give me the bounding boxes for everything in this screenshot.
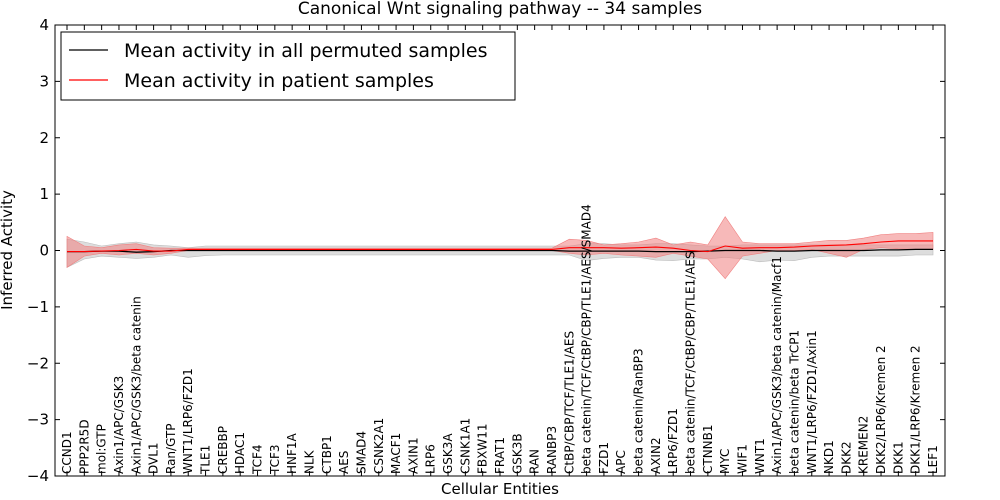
series-line-permuted xyxy=(67,248,933,253)
x-tick-label: CCND1 xyxy=(60,431,74,474)
x-tick-label: WNT1/LRP6/FZD1/Axin1 xyxy=(805,330,819,474)
y-axis-label: Inferred Activity xyxy=(0,190,16,310)
x-tick-label: Ran/GTP xyxy=(164,423,178,474)
x-tick-label: WNT1/LRP6/FZD1 xyxy=(181,368,195,474)
x-tick-label: Axin1/APC/GSK3/beta catenin xyxy=(129,296,143,474)
x-tick-label: TCF4 xyxy=(251,444,265,475)
x-tick-label: MACF1 xyxy=(389,433,403,474)
y-tick-label: 2 xyxy=(39,129,49,147)
x-tick-label: DKK2 xyxy=(839,441,853,474)
legend-frame xyxy=(60,31,516,101)
x-tick-label: beta catenin/beta TrCP1 xyxy=(787,330,801,474)
x-tick-label: AES xyxy=(337,451,351,474)
y-tick-label: −1 xyxy=(27,298,49,316)
x-tick-label: GSK3B xyxy=(510,433,524,474)
x-tick-label: WIF1 xyxy=(736,444,750,474)
x-tick-label: CSNK1A1 xyxy=(458,418,472,474)
x-tick-label: LRP6/FZD1 xyxy=(666,408,680,474)
legend-label-permuted: Mean activity in all permuted samples xyxy=(124,40,487,62)
x-tick-label: Axin1/APC/GSK3 xyxy=(112,376,126,474)
x-tick-label: WNT1 xyxy=(753,438,767,474)
x-tick-label: AXIN2 xyxy=(649,437,663,474)
x-tick-label: mol:GTP xyxy=(95,424,109,474)
series-line-patient xyxy=(67,240,933,253)
x-tick-label: FRAT1 xyxy=(493,437,507,474)
x-tick-label: DKK1 xyxy=(891,441,905,474)
y-tick-label: 3 xyxy=(39,72,49,90)
x-tick-label: beta catenin/TCF/CtBP/CBP/TLE1/AES xyxy=(684,251,698,474)
x-tick-label: NKD1 xyxy=(822,440,836,474)
y-tick-label: −3 xyxy=(27,411,49,429)
x-tick-label: LRP6 xyxy=(424,444,438,474)
x-tick-label: APC xyxy=(614,450,628,474)
x-tick-label: TCF3 xyxy=(268,444,282,475)
x-tick-label: CtBP/CBP/TCF/TLE1/AES xyxy=(562,331,576,474)
series-lines xyxy=(67,240,933,253)
legend-label-patient: Mean activity in patient samples xyxy=(124,70,434,92)
x-tick-label: Axin1/APC/GSK3/beta catenin/Macf1 xyxy=(770,256,784,474)
y-tick-label: 0 xyxy=(39,242,49,260)
x-tick-label: LEF1 xyxy=(926,445,940,474)
y-tick-label: −4 xyxy=(27,467,49,485)
x-tick-label: CREBBP xyxy=(216,426,230,474)
x-tick-label: HNF1A xyxy=(285,432,299,474)
y-axis: −4 −3 −2 −1 0 1 2 3 4 xyxy=(27,16,945,485)
x-tick-label: SMAD4 xyxy=(354,431,368,474)
x-tick-label: CTNNB1 xyxy=(701,424,715,474)
x-tick-label: DVL1 xyxy=(147,442,161,474)
x-tick-label: AXIN1 xyxy=(406,437,420,474)
chart-title: Canonical Wnt signaling pathway -- 34 sa… xyxy=(298,0,702,19)
x-tick-label: KREMEN2 xyxy=(857,416,871,474)
x-tick-label: PPP2R5D xyxy=(77,419,91,474)
x-tick-label: HDAC1 xyxy=(233,432,247,474)
x-tick-label: MYC xyxy=(718,449,732,474)
x-tick-label: CSNK2A1 xyxy=(372,418,386,474)
x-tick-label: CTBP1 xyxy=(320,435,334,474)
x-tick-label: GSK3A xyxy=(441,433,455,474)
x-tick-label: TLE1 xyxy=(199,445,213,475)
x-axis-label: Cellular Entities xyxy=(441,480,559,498)
x-tick-label: NLK xyxy=(303,449,317,474)
x-axis: CCND1 PPP2R5D mol:GTP Axin1/APC/GSK3 Axin1/A… xyxy=(60,25,940,476)
x-tick-label: beta catenin/TCF/CtBP/CBP/TLE1/AES/SMAD4 xyxy=(580,204,594,474)
x-tick-label: DKK2/LRP6/Kremen 2 xyxy=(874,345,888,474)
x-tick-label: DKK1/LRP6/Kremen 2 xyxy=(909,345,923,474)
legend: Mean activity in all permuted samples Me… xyxy=(60,31,516,101)
x-tick-label: FZD1 xyxy=(597,442,611,474)
x-tick-label: RAN xyxy=(528,449,542,474)
y-tick-label: 1 xyxy=(39,185,49,203)
x-tick-label: FBXW11 xyxy=(476,424,490,475)
y-tick-label: −2 xyxy=(27,354,49,372)
x-tick-label: RANBP3 xyxy=(545,426,559,474)
x-tick-label: beta catenin/RanBP3 xyxy=(632,348,646,474)
y-tick-label: 4 xyxy=(39,16,49,34)
